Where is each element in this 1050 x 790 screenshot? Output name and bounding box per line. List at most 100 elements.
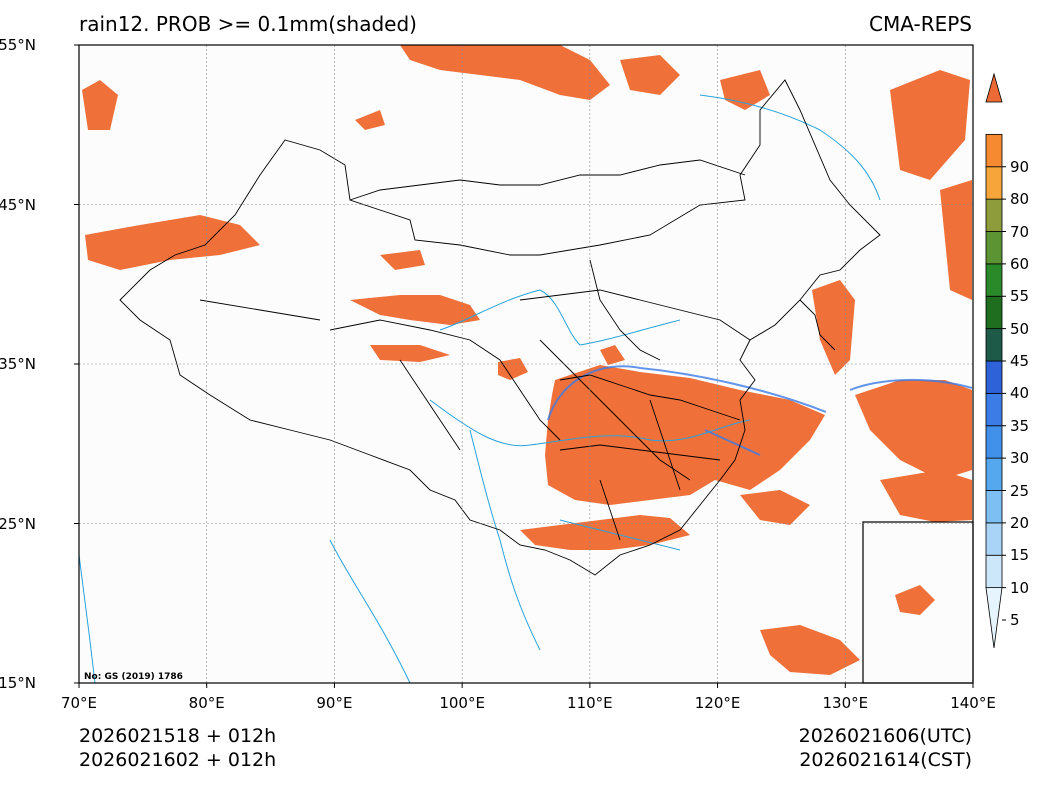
shade-east-3 (940, 180, 972, 300)
colorbar-level-label: 5 (1010, 611, 1020, 629)
borders (119, 79, 881, 576)
province-lines-4 (559, 444, 721, 461)
colorbar-level-label: 10 (1010, 578, 1030, 597)
init-time-utc: 2026021518 + 012h (79, 725, 277, 747)
lon-tick-label: 140°E (950, 694, 996, 712)
river-pearl (559, 519, 681, 551)
lat-tick-label: 55°N (0, 36, 36, 54)
colorbar-level-label: 25 (1010, 481, 1030, 500)
lon-tick-label: 100°E (439, 694, 485, 712)
colorbar-segment (985, 457, 1003, 491)
province-lines-5 (519, 289, 751, 341)
colorbar-segment (985, 328, 1003, 362)
river-amur (699, 94, 881, 201)
colorbar-segment (985, 490, 1003, 524)
valid-times: 2026021606(UTC) 2026021614(CST) (799, 724, 972, 772)
shade-north-plain (600, 345, 625, 365)
axis-ticks (74, 44, 974, 688)
river-coast-w (78, 554, 96, 684)
colorbar-segment (985, 133, 1003, 168)
river-coast-s (329, 539, 411, 684)
forecast-init-times: 2026021518 + 012h 2026021602 + 012h (79, 724, 276, 772)
lat-tick-label: 15°N (0, 674, 36, 692)
province-lines-1 (329, 319, 561, 441)
rivers (78, 94, 881, 684)
mongolia-border (349, 159, 746, 201)
shade-northwest (82, 80, 118, 130)
lat-tick-label: 25°N (0, 514, 36, 533)
colorbar-level-label: 55 (1010, 287, 1030, 306)
colorbar-segment (985, 72, 1003, 103)
colorbar-level-label: 15 (1010, 546, 1030, 565)
shade-north-1 (400, 45, 610, 100)
colorbar-segment (985, 231, 1003, 265)
colorbar-segment (985, 263, 1003, 297)
probability-shading (82, 45, 972, 675)
shade-edge-central (547, 365, 827, 421)
province-lines-10 (199, 299, 321, 321)
province-lines-6 (589, 259, 661, 361)
shade-korea (812, 280, 855, 375)
colorbar-segment (985, 198, 1003, 232)
shade-edge-south (704, 429, 761, 456)
province-lines-7 (599, 479, 621, 541)
shade-japan-sea (855, 380, 972, 480)
shade-west-3 (370, 345, 450, 362)
lon-tick-label: 80°E (188, 694, 225, 712)
colorbar-segment (985, 554, 1003, 589)
colorbar-segment (985, 522, 1003, 556)
colorbar-level-label: 20 (1010, 513, 1030, 532)
shade-central-main (545, 365, 825, 505)
shade-north-2 (620, 55, 680, 95)
watermark: No: GS (2019) 1786 (84, 672, 183, 682)
shade-east-2 (890, 70, 970, 180)
province-lines-9 (399, 359, 461, 451)
valid-time-utc: 2026021606(UTC) (798, 725, 972, 747)
colorbar-level-label: 40 (1010, 384, 1030, 403)
colorbar-segment (985, 295, 1003, 330)
shade-kazakh (85, 215, 260, 270)
lat-tick-label: 45°N (0, 195, 36, 214)
colorbar-level-label: 30 (1010, 449, 1030, 468)
lon-tick-label: 130°E (822, 694, 869, 712)
colorbar-segment (985, 587, 1003, 649)
init-time-cst: 2026021602 + 012h (79, 749, 277, 771)
river-yellow (439, 289, 681, 346)
lat-tick-label: 35°N (0, 355, 36, 373)
colorbar-segment (985, 360, 1003, 394)
province-lines-2 (539, 339, 691, 481)
colorbar-level-label: 50 (1010, 319, 1030, 338)
shade-mongolia (355, 110, 385, 130)
colorbar-segment (985, 425, 1003, 459)
river-yangtze (429, 399, 751, 447)
colorbar-level-label: 70 (1010, 222, 1030, 241)
colorbar-segment (985, 392, 1003, 427)
valid-time-cst: 2026021614(CST) (799, 749, 972, 771)
lon-tick-label: 110°E (567, 694, 613, 712)
shade-west-2 (350, 295, 480, 325)
map-title: rain12. PROB >= 0.1mm(shaded) (79, 12, 417, 36)
model-name: CMA-REPS (869, 12, 972, 36)
colorbar-level-label: 90 (1010, 157, 1030, 176)
shade-west-1 (380, 250, 425, 270)
shade-edge-japan (849, 379, 973, 391)
shade-pacific (880, 470, 972, 522)
shade-southeast (740, 490, 810, 525)
province-lines-8 (649, 399, 681, 491)
lon-tick-label: 120°E (694, 694, 741, 712)
graticule (79, 45, 973, 683)
shade-sichuan (498, 358, 528, 380)
river-mekong (469, 429, 541, 651)
korea-border (799, 299, 836, 351)
shade-inset (895, 585, 935, 615)
colorbar-level-label: 45 (1010, 352, 1030, 370)
shade-south-sea (760, 625, 860, 675)
lon-tick-label: 90°E (316, 694, 353, 712)
colorbar-level-label: 35 (1010, 416, 1030, 435)
colorbar-segment (985, 166, 1003, 200)
probability-shading-blue (547, 365, 973, 456)
colorbar-level-label: 80 (1010, 190, 1030, 209)
colorbar (985, 72, 1006, 649)
lon-tick-label: 70°E (60, 694, 98, 712)
